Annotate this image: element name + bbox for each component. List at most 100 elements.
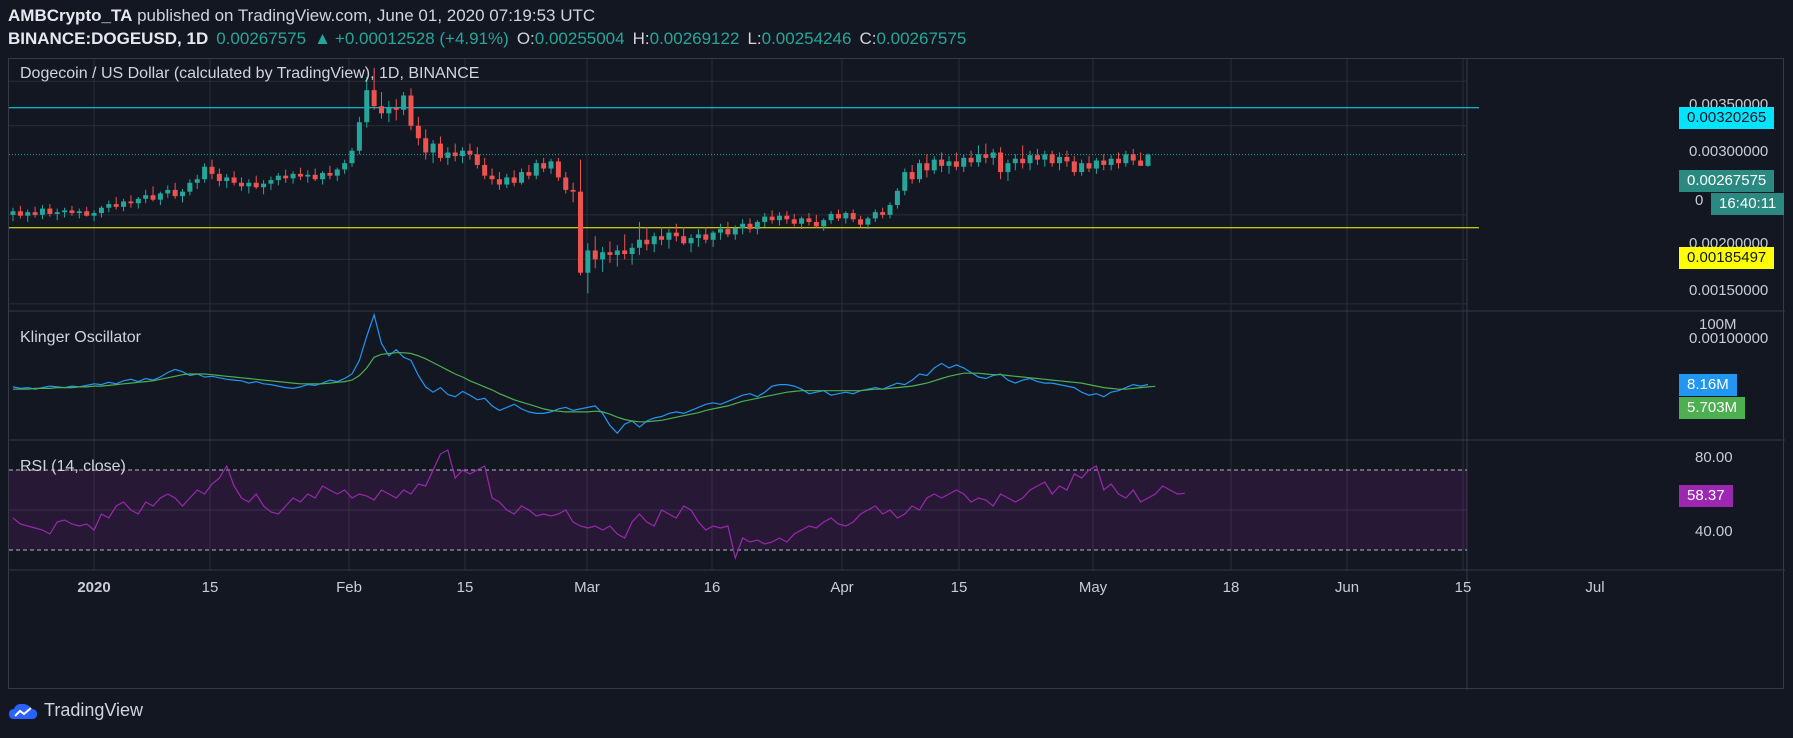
candle-body [238,182,244,187]
candle-body [858,219,864,225]
candle-body [843,213,849,219]
candle-body [776,215,782,221]
candle-body [165,189,171,194]
candle-body [880,212,886,215]
candle-body [1101,160,1107,165]
candle-body [865,218,871,225]
candle-body [423,138,429,153]
candle-body [998,152,1004,173]
symbol-label[interactable]: BINANCE:DOGEUSD, 1D [8,29,209,48]
candle-body [157,193,163,200]
candle-body [1049,154,1055,164]
candle-body [415,125,421,139]
candle-body [504,177,510,185]
candle-body [806,218,812,222]
candle-body [135,198,141,204]
candle-body [990,152,996,158]
high-label: H: [632,29,650,48]
candle-body [401,95,407,110]
candle-body [740,223,746,229]
candle-body [1108,158,1114,165]
publisher-name[interactable]: AMBCrypto_TA [8,6,133,25]
x-tick-label: 18 [1222,579,1240,596]
rsi-tick-label: 80.00 [1695,449,1733,466]
candle-body [592,250,598,260]
candle-body [283,175,289,179]
candle-body [297,173,303,177]
candle-body [91,213,97,216]
candle-body [150,195,156,200]
candle-body [47,208,53,214]
candle-body [386,107,392,114]
candle-body [364,90,370,123]
candle-body [408,95,414,126]
candle-body [939,159,945,166]
x-tick-label: Jun [1334,579,1360,596]
candle-body [379,106,384,114]
x-tick-label: Mar [574,579,600,596]
candle-body [305,174,311,177]
candle-body [356,122,362,151]
candle-body [710,232,716,240]
candle-body [320,172,326,180]
candle-body [784,215,790,220]
cloud-logo-icon [9,703,37,719]
chart-frame[interactable]: Dogecoin / US Dollar (calculated by Trad… [8,58,1785,690]
x-tick-label: 16 [703,579,721,596]
candle-body [1130,154,1136,161]
last-price-tag: 0.00267575 [1679,170,1775,192]
candle-body [762,216,768,222]
candle-body [452,152,458,157]
candle-body [924,163,930,171]
candle-body [725,229,731,235]
candle-body [555,161,561,178]
candle-body [718,229,724,233]
candle-body [533,163,539,176]
candle-body [570,189,576,192]
klinger-pane-title: Klinger Oscillator [20,329,141,346]
x-tick-label: May [1078,579,1108,596]
candle-body [1064,156,1070,162]
candle-body [17,211,23,216]
candle-body [128,201,134,204]
candle-body [460,150,466,157]
candle-body [143,195,149,199]
candle-body [1138,160,1144,166]
candle-body [511,177,517,183]
rsi-line [12,449,1185,561]
candle-body [1027,155,1033,164]
candle-body [887,205,893,215]
chart-canvas[interactable] [9,59,1785,690]
candle-body [526,172,532,176]
tradingview-logo[interactable]: TradingView [8,700,143,721]
candle-body [349,150,355,164]
candle-body [747,223,753,230]
candle-body [224,177,230,181]
candle-body [1145,154,1151,166]
candle-body [909,172,915,180]
candle-body [983,154,989,158]
x-tick-label: 15 [201,579,219,596]
candle-body [268,180,274,184]
candle-body [496,179,502,185]
x-tick-label: 15 [456,579,474,596]
candle-body [961,157,967,167]
close-value: 0.00267575 [876,29,967,48]
candle-body [113,204,119,207]
klinger-tick-label: 100M [1699,316,1737,333]
candle-body [629,247,635,255]
x-tick-label: Apr [830,579,854,596]
candle-body [828,213,834,221]
candle-body [76,211,82,214]
candle-body [32,212,38,215]
price-pane-title: Dogecoin / US Dollar (calculated by Trad… [20,65,480,82]
candle-body [445,152,451,158]
candle-countdown-tag: 16:40:11 [1711,193,1785,215]
candle-body [393,107,399,110]
candle-body [850,213,856,220]
candle-body [172,189,178,197]
resistance-price-tag: 0.00320265 [1679,107,1775,129]
candle-body [1012,158,1018,164]
candle-body [953,161,959,167]
candle-body [334,169,340,176]
